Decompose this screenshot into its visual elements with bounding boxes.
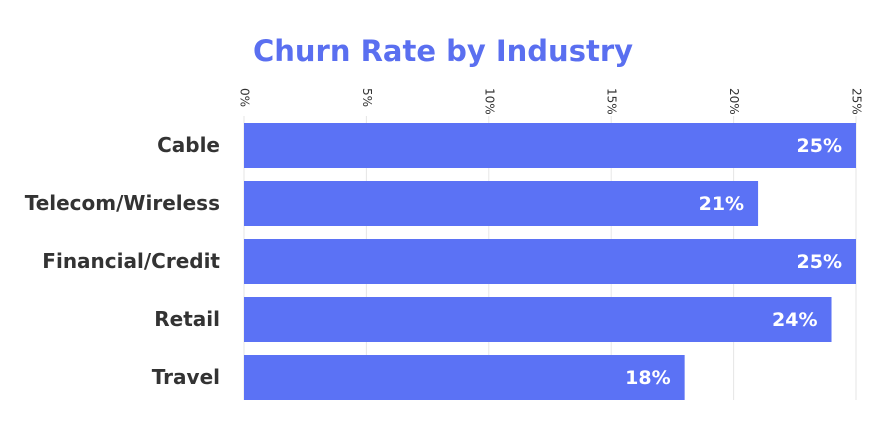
x-tick-label: 5% [360, 88, 374, 107]
bar [244, 297, 832, 342]
bar [244, 181, 759, 226]
category-label: Retail [154, 307, 220, 331]
category-label: Cable [157, 133, 220, 157]
x-tick-label: 20% [727, 88, 741, 115]
x-tick-label: 15% [605, 88, 619, 115]
category-label: Telecom/Wireless [25, 191, 220, 215]
value-label: 24% [772, 309, 817, 331]
category-label: Travel [152, 365, 220, 389]
x-tick-label: 0% [238, 88, 252, 107]
category-label: Financial/Credit [42, 249, 220, 273]
chart-title: Churn Rate by Industry [253, 34, 633, 68]
x-tick-label: 10% [482, 88, 496, 115]
x-tick-label: 25% [850, 88, 864, 115]
value-label: 18% [625, 367, 670, 389]
bar [244, 355, 685, 400]
value-label: 21% [699, 193, 744, 215]
value-label: 25% [797, 251, 842, 273]
bar [244, 123, 856, 168]
value-label: 25% [797, 135, 842, 157]
bar [244, 239, 856, 284]
